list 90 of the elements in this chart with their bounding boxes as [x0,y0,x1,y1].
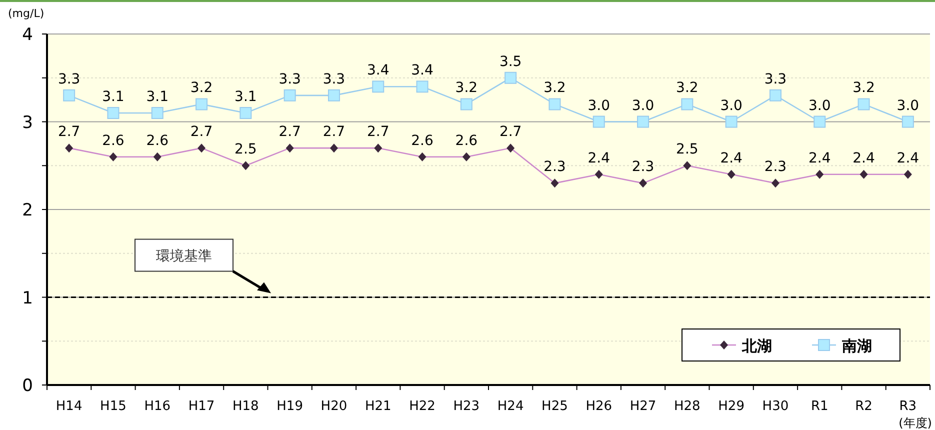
data-label: 2.7 [190,124,213,140]
point [637,116,650,128]
point [902,116,914,128]
point [548,98,561,110]
y-axis-title: (mg/L) [8,7,44,20]
point [769,89,782,102]
point [284,89,296,102]
legend-label: 南湖 [841,337,872,355]
data-label: 3.1 [102,88,124,105]
point [372,80,384,93]
point [858,98,870,110]
data-label: 2.7 [278,124,301,140]
y-tick-label: 0 [22,376,33,396]
x-tick-label: H23 [453,399,480,414]
data-label: 3.2 [455,80,478,96]
x-tick-label: R2 [855,399,872,414]
x-tick-label: H17 [188,399,215,414]
data-label: 2.6 [146,132,169,149]
ref-line-label: 環境基準 [156,248,212,264]
data-label: 3.3 [58,71,80,88]
data-label: 2.4 [896,150,920,166]
data-label: 3.4 [411,62,434,79]
data-label: 2.7 [366,124,390,140]
point [725,116,738,128]
data-label: 3.2 [676,80,698,96]
x-tick-label: H27 [630,399,656,414]
data-label: 2.7 [58,124,80,140]
x-tick-label: H14 [56,399,82,414]
x-tick-label: H22 [409,399,436,414]
point [151,106,164,119]
x-tick-label: H24 [497,399,524,414]
data-label: 3.0 [720,98,742,114]
x-tick-label: H28 [674,399,700,414]
point [814,116,826,128]
point [328,89,340,102]
x-tick-label: H29 [718,399,744,414]
data-label: 3.3 [322,71,346,88]
x-tick-label: R1 [810,399,828,414]
y-tick-label: 1 [22,288,33,308]
data-label: 3.5 [499,54,522,70]
data-label: 2.7 [322,124,346,140]
data-label: 2.5 [676,142,698,158]
data-label: 2.6 [411,132,434,149]
data-label: 2.3 [632,159,654,176]
x-tick-label: H20 [320,399,348,414]
data-label: 2.4 [720,150,743,166]
data-label: 2.5 [234,142,257,158]
x-tick-label: H30 [762,399,789,414]
x-axis-title: (年度) [898,416,932,430]
data-label: 3.0 [896,98,920,114]
data-label: 3.4 [366,62,390,79]
x-tick-label: H15 [100,399,126,414]
x-tick-label: H19 [276,399,303,414]
data-label: 2.3 [544,159,566,176]
y-tick-label: 2 [22,200,33,220]
y-tick-label: 3 [22,112,33,133]
data-label: 2.6 [455,132,478,149]
data-label: 3.2 [544,80,566,96]
x-tick-label: H21 [364,399,392,414]
data-label: 3.0 [808,98,831,114]
point [460,98,472,110]
x-tick-label: H16 [144,399,171,414]
point [63,89,76,102]
point [504,72,517,84]
point [196,98,208,110]
data-label: 3.2 [190,80,213,96]
x-tick-label: H25 [542,399,568,414]
data-label: 3.1 [234,88,257,105]
data-label: 2.4 [588,150,610,166]
point [416,80,428,93]
data-label: 3.0 [588,98,610,114]
point [681,98,694,110]
data-label: 3.3 [278,71,301,88]
legend-label: 北湖 [741,337,772,355]
data-label: 2.4 [808,150,831,166]
y-tick-label: 4 [22,25,33,45]
data-label: 3.3 [764,71,787,88]
data-label: 3.2 [852,80,875,96]
data-label: 3.1 [146,88,169,105]
data-label: 2.4 [852,150,875,166]
data-label: 2.3 [764,159,787,176]
point [592,116,605,128]
data-label: 3.0 [632,98,654,114]
data-label: 2.6 [102,132,124,149]
x-tick-label: H26 [586,399,612,414]
point [240,106,252,119]
x-tick-label: H18 [232,399,259,414]
data-label: 2.7 [499,124,522,140]
point [107,106,120,119]
x-tick-label: R3 [899,399,917,414]
